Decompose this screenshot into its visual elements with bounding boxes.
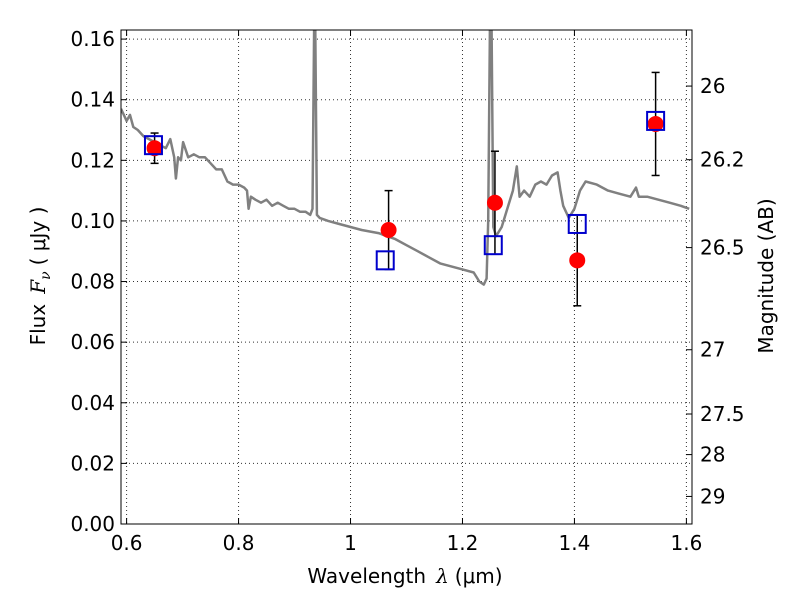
y2-axis-title: Magnitude (AB) (754, 198, 778, 353)
model-point (567, 213, 587, 234)
x-tick-label: 1.6 (670, 531, 702, 555)
y2-tick-label: 29 (700, 484, 725, 508)
model-point (375, 250, 395, 271)
observed-point (569, 252, 586, 269)
x-tick-label: 1 (344, 531, 357, 555)
model-spectrum (121, 30, 690, 286)
y-tick-label: 0.06 (70, 330, 115, 354)
error-bars (150, 71, 660, 307)
y-tick-label: 0.12 (70, 148, 115, 172)
plot-frame (120, 29, 693, 525)
y-tick-label: 0.16 (70, 27, 115, 51)
y-tick-label: 0.08 (70, 270, 115, 294)
x-tick-label: 0.8 (223, 531, 255, 555)
grid (121, 30, 692, 525)
x-tick-label: 0.6 (111, 531, 143, 555)
model-point (646, 110, 666, 131)
y-tick-label: 0.04 (70, 391, 115, 415)
y-tick-label: 0.10 (70, 209, 115, 233)
x-tick-label: 1.2 (447, 531, 479, 555)
observed-point (486, 194, 503, 211)
x-tick-label: 1.4 (559, 531, 591, 555)
model-point (143, 135, 163, 156)
y-axis-title: Flux Fν ( μJy ) (26, 207, 54, 346)
y-tick-label: 0.02 (70, 451, 115, 475)
y2-tick-label: 27 (700, 338, 725, 362)
y2-tick-label: 26 (700, 74, 725, 98)
x-axis-unit: (μm) (455, 564, 503, 588)
y-axis-subscript: ν (38, 271, 54, 280)
y2-tick-label: 26.5 (700, 236, 745, 260)
observed-point (380, 222, 397, 239)
y2-tick-label: 27.5 (700, 402, 745, 426)
model-point (483, 235, 503, 256)
x-axis-title: Wavelength λ (μm) (307, 564, 502, 588)
x-axis-label: Wavelength (307, 564, 426, 588)
y-tick-label: 0.14 (70, 88, 115, 112)
y2-tick-label: 28 (700, 443, 725, 467)
y2-tick-label: 26.2 (700, 148, 745, 172)
y-axis-symbol: F (26, 279, 50, 295)
y-axis-unit: ( μJy ) (26, 207, 50, 266)
y-tick-label: 0.00 (70, 512, 115, 536)
x-axis-symbol: λ (435, 564, 449, 588)
spectrum-line (121, 30, 690, 286)
y-axis-label: Flux (26, 304, 50, 346)
model-photometry-points (143, 110, 666, 271)
axis-ticks: 0.6 0.8 1 1.2 1.4 1.6 0.00 0.02 0.04 0.06 0.08 0.10… (70, 27, 744, 555)
